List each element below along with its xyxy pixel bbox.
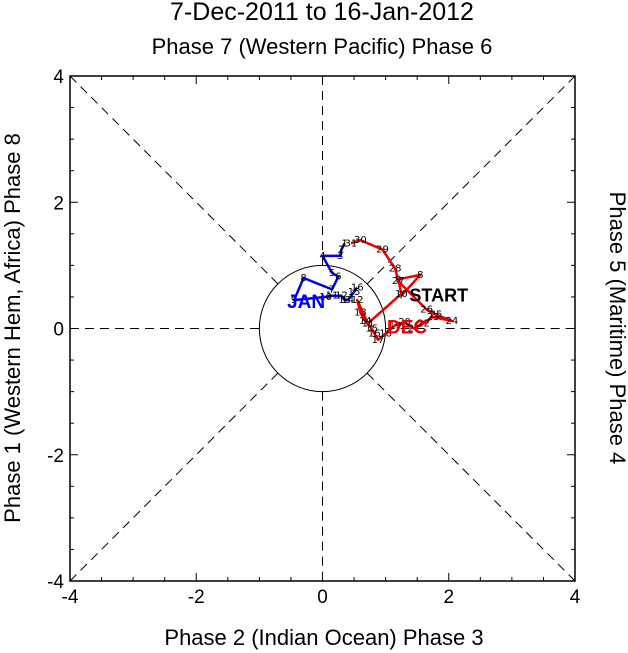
day-label: 12 — [351, 295, 364, 306]
day-label: 11 — [326, 291, 339, 302]
day-label: 30 — [354, 235, 367, 246]
day-label: 9 — [395, 274, 401, 285]
phase-line-nw — [69, 75, 279, 285]
day-label: 14 — [341, 295, 354, 306]
y-axis-label-left: Phase 1 (Western Hem, Africa) Phase 8 — [0, 133, 25, 523]
start-label: START — [409, 286, 468, 306]
day-label: 29 — [376, 245, 389, 256]
day-label: 1 — [341, 238, 347, 249]
day-label: 21 — [408, 324, 421, 335]
day-label: 13 — [338, 295, 351, 306]
day-label: 7 — [329, 284, 335, 295]
chart-subtitle: Phase 7 (Western Pacific) Phase 6 — [152, 34, 493, 59]
day-label: 16 — [351, 282, 364, 293]
day-label: 7 — [398, 291, 404, 302]
y-tick-label: 0 — [53, 320, 64, 341]
month-label-dec: DEC — [387, 317, 427, 338]
day-label: 14 — [359, 316, 372, 327]
phase-line-se — [366, 372, 576, 582]
phase-line-sw — [69, 372, 279, 582]
day-label: 15 — [365, 324, 378, 335]
day-label: 22 — [417, 318, 430, 329]
phase-line-ne — [366, 75, 576, 285]
y-axis-label-right: Phase 5 (Maritime) Phase 4 — [605, 192, 628, 465]
day-label: 9 — [291, 295, 297, 306]
day-label: 25 — [430, 310, 443, 321]
x-tick-label: 0 — [317, 587, 328, 608]
day-label: 10 — [319, 292, 332, 303]
day-label: 23 — [427, 312, 440, 323]
y-tick-label: -4 — [47, 572, 64, 593]
day-label: 3 — [337, 251, 343, 262]
day-label: 4 — [319, 251, 325, 262]
series-line-jan — [292, 242, 359, 302]
day-label: 31 — [345, 238, 358, 249]
day-label: 19 — [389, 320, 402, 331]
y-tick-label: -2 — [47, 446, 64, 467]
day-label: 5 — [329, 268, 335, 279]
x-tick-label: -4 — [62, 587, 79, 608]
day-label: 15 — [348, 287, 361, 298]
x-axis-label: Phase 2 (Indian Ocean) Phase 3 — [164, 625, 483, 650]
day-label: 28 — [389, 264, 402, 275]
day-label: 17 — [372, 335, 385, 346]
x-tick-label: 2 — [443, 587, 454, 608]
series-line-dec — [350, 238, 454, 342]
x-tick-label: -2 — [188, 587, 205, 608]
month-label-jan: JAN — [287, 292, 325, 313]
y-tick-label: 4 — [53, 67, 64, 88]
day-label: 27 — [392, 276, 405, 287]
day-label: 10 — [395, 289, 408, 300]
day-label: 12 — [335, 291, 348, 302]
y-tick-label: 2 — [53, 193, 64, 214]
day-label: 26 — [420, 305, 433, 316]
day-label: 13 — [354, 308, 367, 319]
day-label: 24 — [446, 316, 459, 327]
day-label: 2 — [338, 245, 344, 256]
day-label: 20 — [398, 317, 411, 328]
day-label: 6 — [335, 272, 341, 283]
day-label: 11 — [362, 318, 375, 329]
day-label: 16 — [368, 329, 381, 340]
chart-title: 7-Dec-2011 to 16-Jan-2012 — [170, 0, 474, 26]
x-tick-label: 4 — [570, 587, 581, 608]
day-label: 8 — [300, 273, 306, 284]
day-label: 8 — [417, 270, 423, 281]
day-label: 18 — [379, 329, 392, 340]
